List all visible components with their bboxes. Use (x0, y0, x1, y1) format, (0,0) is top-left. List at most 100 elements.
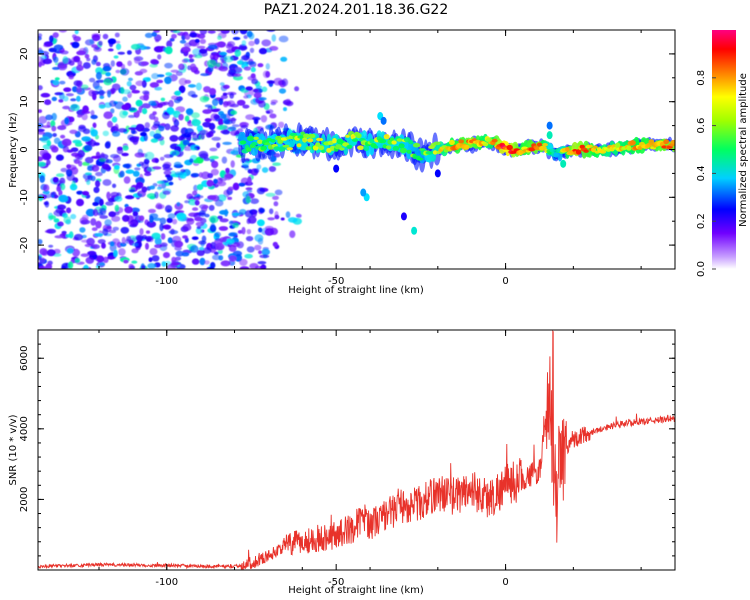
speckle (207, 59, 217, 68)
speckle (168, 181, 174, 186)
speckle (120, 63, 126, 70)
speckle (102, 130, 110, 137)
speckle (132, 170, 140, 177)
speckle (272, 241, 278, 247)
speckle (139, 228, 144, 236)
speckle (228, 255, 237, 262)
speckle (188, 196, 196, 200)
speckle (83, 144, 93, 152)
speckle (232, 182, 240, 191)
speckle (169, 37, 175, 42)
speckle (80, 219, 91, 225)
speckle (152, 183, 158, 187)
speckle (120, 226, 130, 234)
speckle (278, 88, 287, 94)
speckle (294, 86, 300, 92)
speckle (84, 156, 94, 164)
feature-blob (333, 164, 340, 173)
colorbar-label: Normalized spectral amplitude (738, 73, 749, 227)
speckle (287, 217, 298, 223)
y-tick-label: 10 (19, 95, 30, 108)
speckle (96, 255, 105, 263)
speckle (58, 30, 67, 33)
speckle (242, 191, 249, 198)
speckle (200, 133, 205, 140)
speckle (220, 113, 227, 120)
feature-blob (380, 116, 387, 125)
speckle (198, 172, 203, 178)
speckle (171, 33, 177, 39)
speckle (60, 167, 68, 173)
speckle (149, 248, 158, 256)
y-tick-label: -20 (19, 237, 30, 253)
speckle (241, 40, 247, 46)
speckle (213, 178, 219, 184)
speckle (285, 100, 294, 107)
speckle (38, 156, 44, 162)
ridge-cell (406, 149, 412, 154)
speckle (42, 250, 48, 256)
speckle (170, 262, 181, 266)
ridge-cell (648, 139, 655, 145)
speckle (181, 252, 190, 257)
ridge-cell (253, 136, 259, 140)
speckle (38, 131, 46, 135)
ridge-cell (396, 138, 403, 142)
speckle (225, 43, 234, 50)
speckle (156, 79, 164, 84)
ridge-cell (528, 147, 536, 152)
ridge-cell (369, 138, 375, 144)
speckle (102, 66, 112, 72)
speckle (246, 60, 256, 65)
speckle (120, 68, 130, 76)
speckle (178, 77, 188, 86)
speckle (146, 77, 151, 81)
speckle (91, 44, 99, 48)
speckle (265, 63, 270, 70)
speckle (46, 140, 52, 147)
speckle (149, 215, 154, 223)
speckle (142, 108, 148, 115)
speckle (209, 53, 216, 61)
speckle (265, 71, 271, 78)
speckle (50, 120, 56, 128)
ridge-cell (586, 144, 593, 148)
speckle (95, 71, 102, 80)
ridge-cell (458, 139, 465, 144)
speckle (107, 38, 117, 45)
ridge-cell (352, 138, 358, 142)
speckle (151, 255, 160, 262)
speckle (185, 108, 194, 115)
ridge-cell (534, 146, 541, 151)
ridge-cell (661, 145, 668, 149)
speckle (113, 55, 119, 59)
speckle (90, 218, 97, 226)
speckle (229, 92, 234, 99)
speckle (109, 100, 117, 107)
speckle (140, 132, 147, 137)
speckle (52, 79, 60, 86)
speckle (39, 175, 45, 183)
speckle (56, 185, 62, 192)
speckle (246, 229, 252, 235)
speckle (44, 200, 50, 208)
ridge-cell (247, 135, 255, 141)
speckle (195, 227, 203, 235)
speckle (187, 90, 196, 97)
speckle (211, 160, 219, 169)
ridge-cell (575, 149, 582, 155)
speckle (146, 193, 157, 199)
speckle (178, 85, 186, 94)
speckle (202, 204, 209, 210)
speckle (219, 218, 229, 223)
speckle (54, 77, 60, 81)
speckle (209, 155, 219, 160)
speckle (52, 133, 57, 137)
speckle (269, 46, 279, 51)
speckle (203, 86, 211, 93)
speckle (228, 220, 234, 225)
speckle (79, 227, 86, 233)
speckle (175, 256, 182, 261)
speckle (49, 35, 54, 43)
